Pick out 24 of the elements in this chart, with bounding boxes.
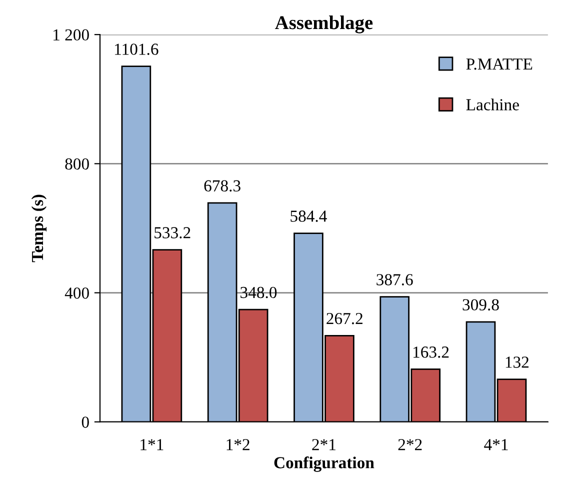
- chart-title: Assemblage: [275, 16, 373, 34]
- legend-label: P.MATTE: [466, 58, 532, 70]
- y-tick-label: 0: [82, 416, 89, 428]
- x-axis-title: Configuration: [274, 456, 374, 472]
- y-tick-label: 800: [65, 158, 89, 170]
- data-label: 584.4: [290, 210, 327, 222]
- data-label: 678.3: [204, 180, 240, 192]
- data-label: 163.2: [414, 346, 449, 358]
- data-label: 132: [506, 356, 529, 368]
- x-tick-label: 1*2: [226, 439, 250, 450]
- y-tick-label: 1 200: [54, 29, 89, 41]
- x-tick-label: 1*1: [140, 439, 164, 450]
- y-axis-title: Temps (s): [31, 194, 47, 262]
- x-tick-label: 4*1: [484, 439, 508, 450]
- y-tick-label: 400: [64, 287, 89, 299]
- data-label: 348.0: [240, 286, 277, 298]
- data-label: 267.2: [326, 312, 362, 324]
- x-tick-label: 2*2: [398, 439, 422, 450]
- x-tick-label: 2*1: [312, 439, 336, 450]
- data-label: 387.6: [376, 274, 413, 286]
- data-label: 309.8: [462, 299, 499, 311]
- data-label: 533.2: [154, 227, 190, 238]
- data-label: 1101.6: [115, 44, 158, 55]
- legend-label: Lachine: [466, 98, 519, 110]
